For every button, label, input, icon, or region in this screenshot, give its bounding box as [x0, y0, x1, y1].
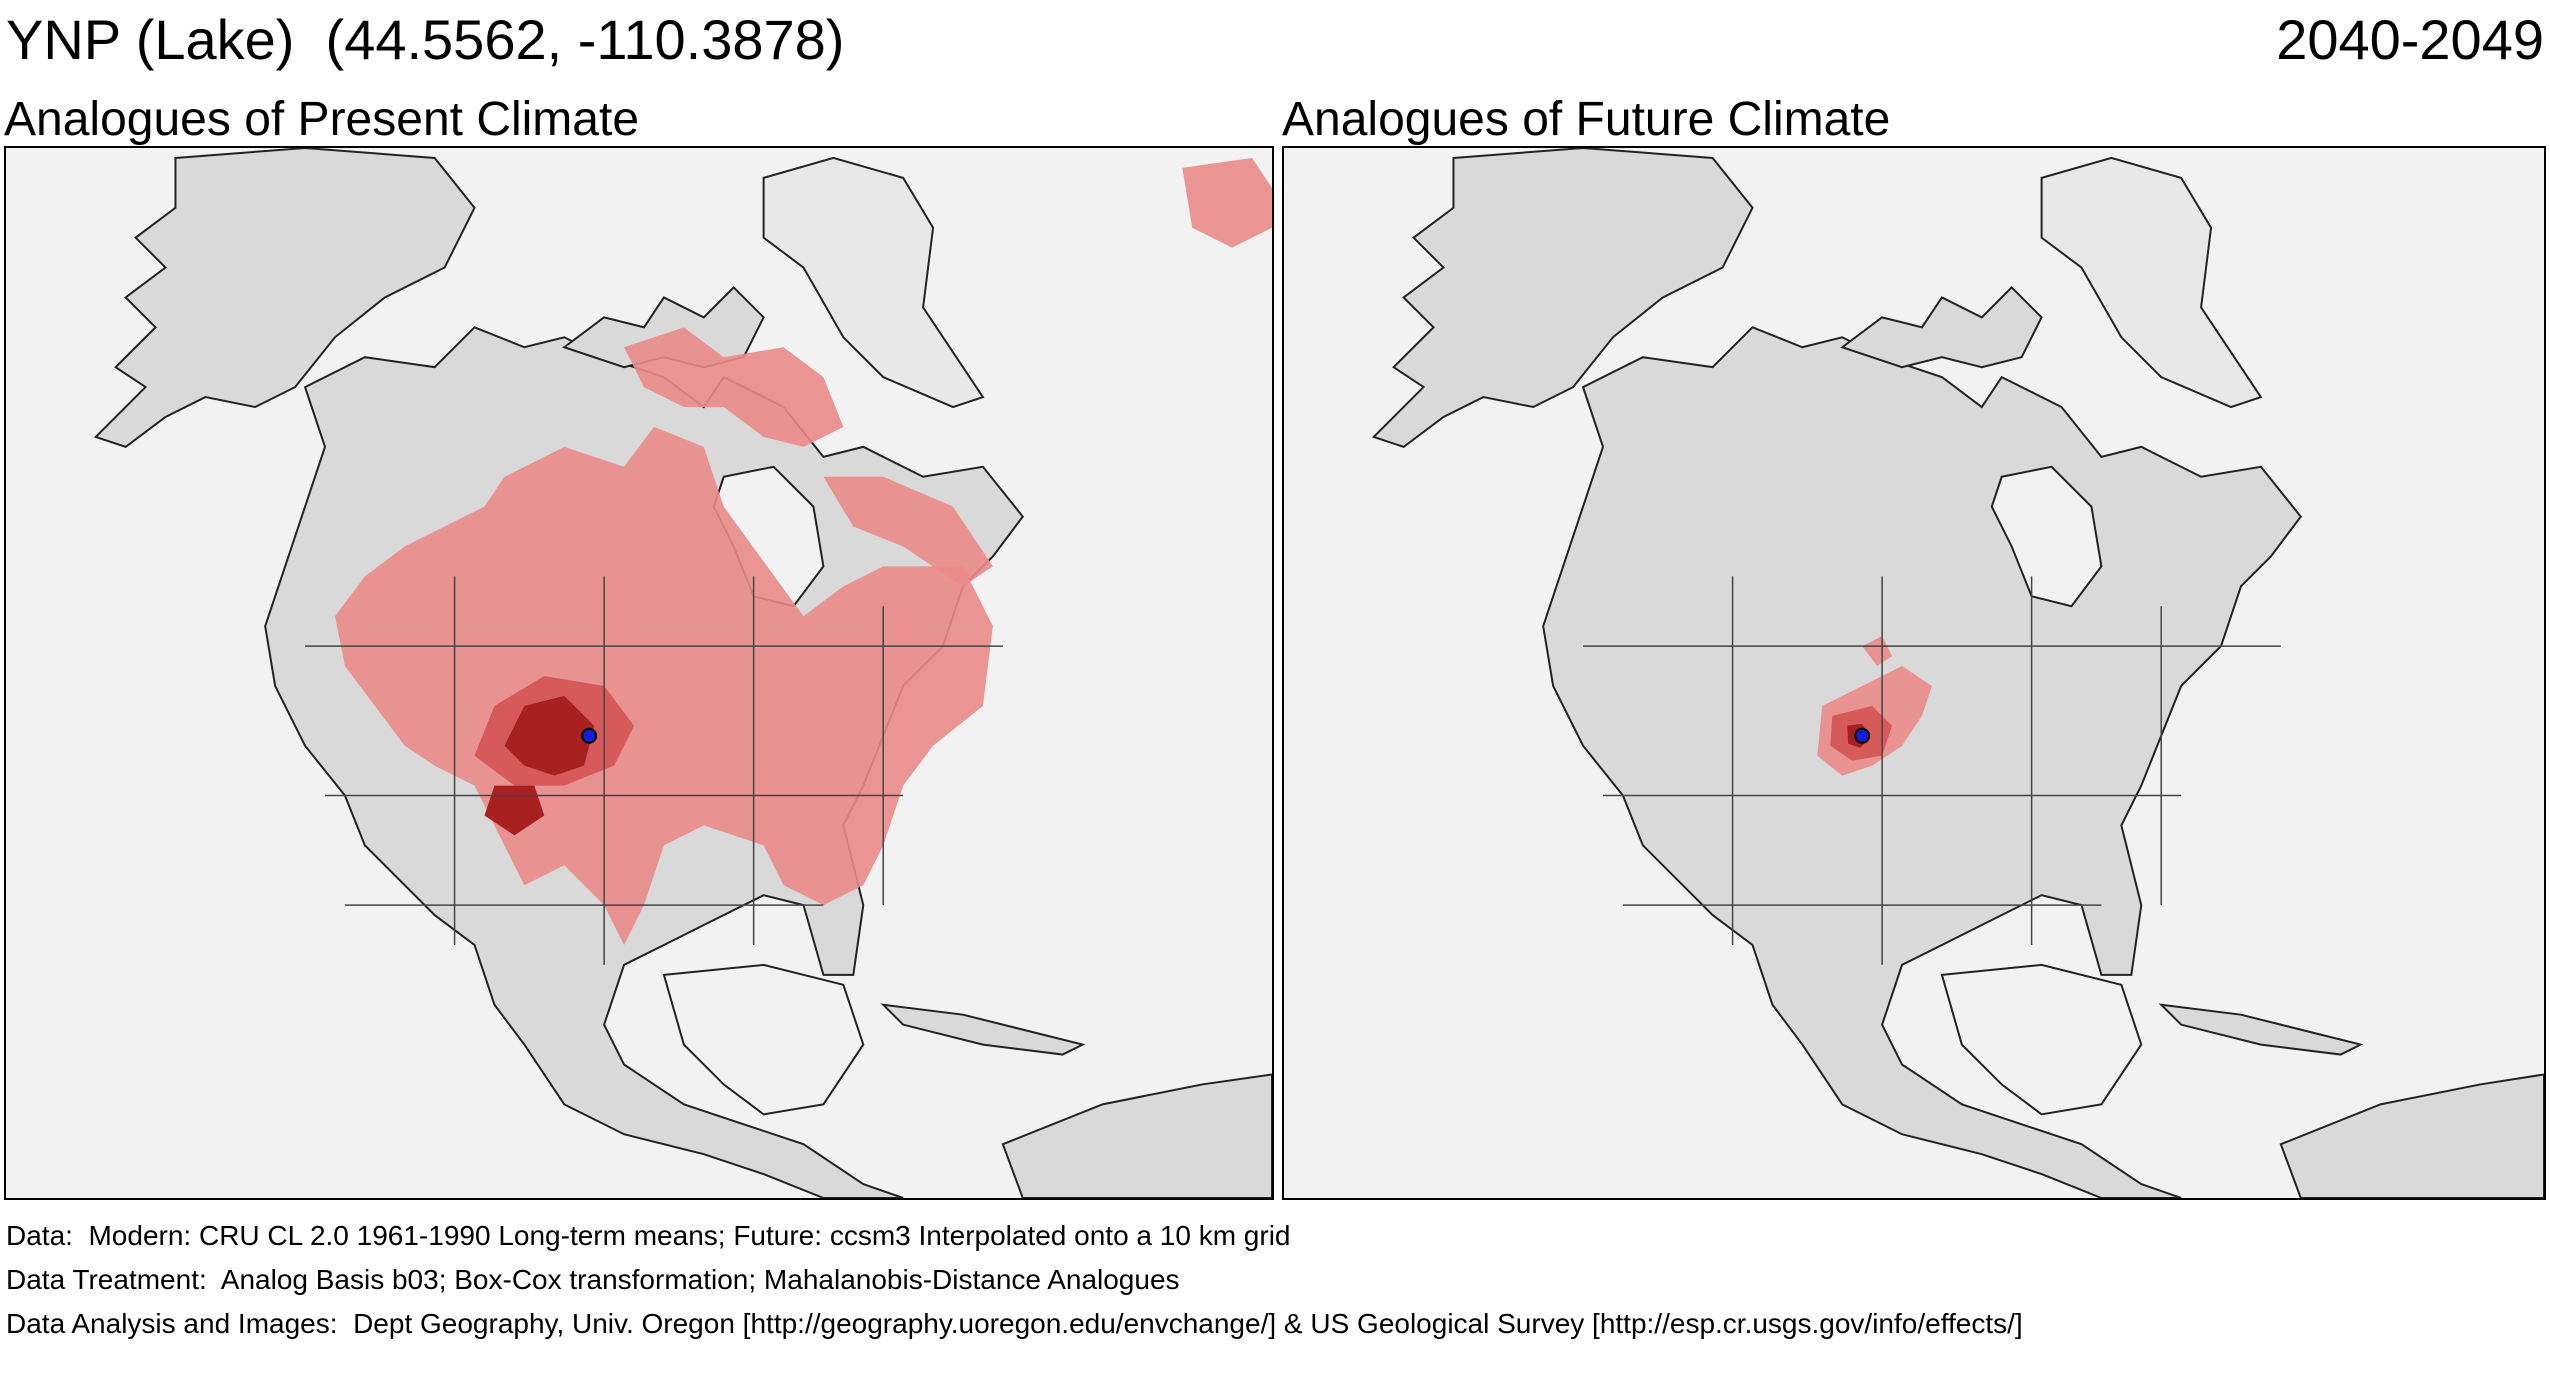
analogue-light-greenland [1182, 157, 1272, 248]
analogue-light-east [823, 476, 993, 587]
south-america-landmass [2279, 1073, 2544, 1198]
landmass-layer [1371, 148, 2544, 1198]
site-marker [1854, 727, 1871, 744]
caribbean-islands [880, 1003, 1086, 1056]
south-america-landmass [1001, 1073, 1272, 1198]
footer-treatment-line: Data Treatment: Analog Basis b03; Box-Co… [6, 1264, 1180, 1295]
gulf-of-mexico [1940, 963, 2143, 1116]
greenland-landmass [2040, 156, 2263, 409]
future-panel-title: Analogues of Future Climate [1282, 93, 1891, 146]
present-panel-title: Analogues of Present Climate [4, 93, 640, 146]
site-location-dot [1854, 727, 1871, 744]
state-borders [1583, 576, 2281, 965]
north-america-landmass [1542, 326, 2303, 1198]
alaska-landmass [1371, 148, 1754, 448]
present-analogues-map [4, 146, 1274, 1200]
state-borders [305, 576, 1003, 965]
site-marker [581, 727, 598, 744]
future-map-svg [1371, 148, 2544, 1198]
alaska-landmass [93, 148, 476, 448]
gulf-of-mexico [662, 963, 865, 1116]
arctic-islands [1840, 286, 2043, 369]
future-analogues-map [1282, 146, 2546, 1200]
analogue-dark-region [504, 695, 595, 776]
caribbean-islands [2158, 1003, 2364, 1056]
present-map-svg [93, 148, 1272, 1198]
site-location-dot [581, 727, 598, 744]
hudson-bay [1990, 465, 2103, 608]
period-label: 2040-2049 [2276, 8, 2544, 71]
footer-analysis-line: Data Analysis and Images: Dept Geography… [6, 1308, 2023, 1339]
footer-data-line: Data: Modern: CRU CL 2.0 1961-1990 Long-… [6, 1220, 1291, 1251]
analogue-layer [334, 157, 1272, 945]
site-title: YNP (Lake) (44.5562, -110.3878) [6, 8, 845, 71]
analogue-light-patch [1862, 636, 1893, 667]
greenland-landmass [762, 156, 985, 409]
analogue-light-north [624, 327, 844, 447]
analogue-dark-patch [484, 785, 545, 836]
